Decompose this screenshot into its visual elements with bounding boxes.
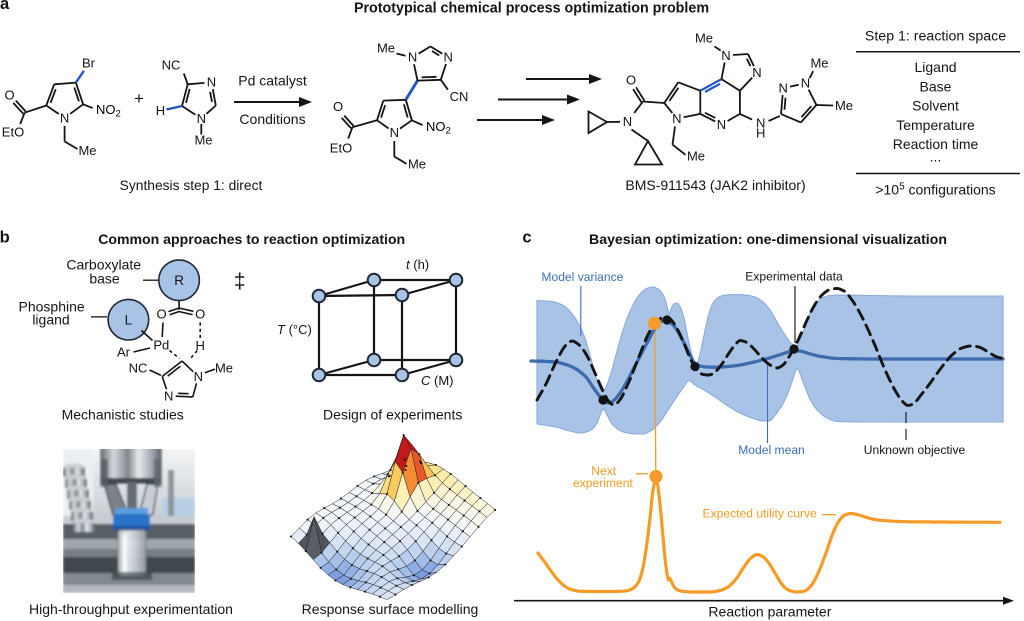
svg-text:t (h): t (h) bbox=[406, 257, 429, 272]
svg-text:O: O bbox=[195, 307, 205, 322]
svg-text:O: O bbox=[333, 99, 343, 114]
svg-text:‡: ‡ bbox=[234, 270, 246, 293]
svg-text:NO2: NO2 bbox=[426, 119, 451, 137]
svg-text:Ligand: Ligand bbox=[914, 59, 956, 75]
svg-text:Mechanistic studies: Mechanistic studies bbox=[62, 407, 184, 423]
svg-text:Design of experiments: Design of experiments bbox=[323, 407, 462, 423]
svg-text:O: O bbox=[626, 73, 636, 88]
svg-text:EtO: EtO bbox=[330, 141, 352, 156]
svg-text:N: N bbox=[197, 111, 206, 126]
svg-text:BMS-911543 (JAK2 inhibitor): BMS-911543 (JAK2 inhibitor) bbox=[625, 177, 805, 193]
svg-text:experiment: experiment bbox=[573, 476, 633, 490]
svg-text:N: N bbox=[756, 116, 765, 131]
svg-text:N: N bbox=[194, 369, 203, 384]
svg-text:N: N bbox=[444, 50, 453, 65]
svg-text:Me: Me bbox=[78, 143, 96, 158]
svg-text:...: ... bbox=[930, 149, 942, 165]
svg-text:N: N bbox=[717, 117, 726, 132]
svg-text:Me: Me bbox=[194, 133, 212, 148]
svg-text:NO2: NO2 bbox=[96, 102, 121, 120]
svg-text:N: N bbox=[752, 65, 761, 80]
svg-text:Me: Me bbox=[687, 149, 705, 164]
svg-text:L: L bbox=[125, 312, 133, 327]
svg-text:Me: Me bbox=[215, 361, 233, 376]
svg-text:H: H bbox=[196, 338, 205, 353]
svg-text:H: H bbox=[156, 103, 165, 118]
svg-text:N: N bbox=[623, 114, 632, 129]
svg-text:Pd: Pd bbox=[153, 338, 169, 353]
svg-text:Br: Br bbox=[82, 56, 96, 71]
svg-text:Ar: Ar bbox=[117, 345, 131, 360]
svg-text:NC: NC bbox=[162, 58, 181, 73]
svg-text:N: N bbox=[164, 388, 173, 403]
svg-text:NC: NC bbox=[129, 360, 148, 375]
svg-text:T (°C): T (°C) bbox=[277, 322, 312, 337]
svg-text:Conditions: Conditions bbox=[239, 111, 305, 127]
svg-text:Me: Me bbox=[408, 157, 426, 172]
svg-text:N: N bbox=[801, 76, 810, 91]
svg-text:c: c bbox=[522, 229, 531, 247]
svg-text:N: N bbox=[672, 111, 681, 126]
svg-text:Bayesian optimization: one-dim: Bayesian optimization: one-dimensional v… bbox=[589, 231, 947, 247]
svg-text:O: O bbox=[4, 88, 14, 103]
svg-text:N: N bbox=[721, 48, 730, 63]
svg-text:b: b bbox=[0, 229, 10, 247]
svg-text:N: N bbox=[207, 75, 216, 90]
svg-text:Step 1: reaction space: Step 1: reaction space bbox=[865, 28, 1006, 44]
svg-text:CN: CN bbox=[450, 89, 469, 104]
svg-text:N: N bbox=[408, 50, 417, 65]
svg-text:Experimental data: Experimental data bbox=[745, 270, 843, 284]
svg-text:Phosphine: Phosphine bbox=[19, 299, 85, 315]
svg-text:Base: Base bbox=[920, 78, 952, 94]
svg-text:N: N bbox=[390, 125, 399, 140]
svg-text:Expected utility curve: Expected utility curve bbox=[703, 507, 818, 521]
svg-text:Model variance: Model variance bbox=[541, 270, 623, 284]
svg-text:R: R bbox=[174, 273, 184, 288]
svg-text:Temperature: Temperature bbox=[896, 117, 975, 133]
svg-text:Next: Next bbox=[591, 464, 617, 478]
svg-text:Me: Me bbox=[810, 56, 828, 71]
svg-text:Solvent: Solvent bbox=[912, 98, 959, 114]
svg-text:Me: Me bbox=[695, 31, 713, 46]
svg-text:Me: Me bbox=[377, 41, 395, 56]
svg-text:>105 configurations: >105 configurations bbox=[875, 182, 995, 198]
svg-text:EtO: EtO bbox=[2, 125, 24, 140]
svg-text:N: N bbox=[779, 80, 788, 95]
svg-text:Synthesis step 1: direct: Synthesis step 1: direct bbox=[120, 178, 263, 193]
svg-text:H: H bbox=[756, 125, 765, 140]
svg-text:O: O bbox=[156, 307, 166, 322]
svg-text:ligand: ligand bbox=[32, 312, 69, 328]
svg-text:Reaction time: Reaction time bbox=[893, 136, 979, 152]
svg-text:Model mean: Model mean bbox=[738, 443, 805, 457]
svg-text:Carboxylate: Carboxylate bbox=[66, 257, 141, 273]
svg-text:C (M): C (M) bbox=[421, 373, 454, 388]
svg-text:base: base bbox=[89, 271, 120, 287]
svg-text:N: N bbox=[60, 110, 69, 125]
svg-text:a: a bbox=[0, 0, 10, 13]
svg-text:Response surface modelling: Response surface modelling bbox=[302, 601, 479, 617]
svg-text:Reaction parameter: Reaction parameter bbox=[708, 604, 831, 620]
svg-text:Me: Me bbox=[835, 98, 853, 113]
svg-text:Unknown objective: Unknown objective bbox=[864, 443, 966, 457]
svg-text:Prototypical chemical process: Prototypical chemical process optimizati… bbox=[354, 0, 709, 16]
svg-text:High-throughput experimentatio: High-throughput experimentation bbox=[29, 601, 233, 617]
svg-text:+: + bbox=[134, 89, 144, 108]
svg-text:Common approaches to reaction: Common approaches to reaction optimizati… bbox=[98, 231, 405, 247]
svg-text:Pd catalyst: Pd catalyst bbox=[238, 73, 307, 89]
